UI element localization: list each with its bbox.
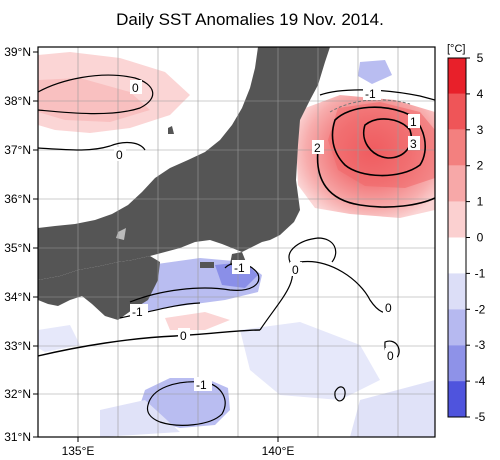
lon-label: 140°E [262, 444, 295, 458]
contour-label: 1 [410, 115, 417, 129]
contour-label: -1 [132, 305, 143, 319]
island [200, 262, 214, 268]
kii-shikoku-landmass [38, 256, 160, 320]
contour-0-south [38, 329, 261, 357]
colorbar-segment [448, 129, 466, 166]
colorbar-segment [448, 309, 466, 346]
colorbar-segment [448, 58, 466, 94]
lat-label: 38°N [4, 94, 31, 108]
colorbar-segment [448, 237, 466, 274]
contour-label: 3 [410, 137, 417, 151]
contour-label: 0 [292, 263, 299, 277]
contour-0-w [38, 141, 146, 151]
cool-patch-w [38, 325, 80, 352]
colorbar-tick-label: 4 [477, 87, 484, 101]
cool-patch-sw [100, 400, 180, 437]
colorbar-tick-label: -4 [475, 374, 486, 388]
colorbar-tick-label: -5 [475, 410, 486, 424]
contour-labels: 0 0 -1 1 2 3 -1 0 -1 0 0 0 -1 [114, 80, 420, 392]
warm-patch-south [165, 312, 230, 330]
contour-label: 0 [387, 349, 394, 363]
contour-label: -1 [365, 87, 376, 101]
contour-minus1-south [146, 381, 226, 426]
contour-label: 0 [385, 301, 392, 315]
contour-dashed-east [329, 99, 411, 113]
colorbar-tick-label: 1 [477, 195, 484, 209]
lat-label: 37°N [4, 143, 31, 157]
lat-label: 36°N [4, 192, 31, 206]
contour-0-kii [119, 302, 201, 319]
colorbar-segment [448, 165, 466, 202]
lake-biwa [116, 228, 126, 240]
contour-label: -1 [234, 261, 245, 275]
contour-label: 0 [180, 329, 187, 343]
warm-patch-nw-core [38, 78, 150, 122]
colorbar-tick-label: 5 [477, 51, 484, 65]
island [274, 196, 278, 206]
colorbar-tick-label: 3 [477, 123, 484, 137]
colorbar-tick-label: 0 [477, 231, 484, 245]
contour-0-small [334, 386, 346, 402]
lat-label: 31°N [4, 430, 31, 444]
contour-label: 0 [116, 148, 123, 162]
colorbar-segment [448, 93, 466, 130]
lon-label: 135°E [62, 444, 95, 458]
cool-patch-ne [358, 60, 392, 84]
plot-border [37, 46, 436, 438]
contour-label: 0 [132, 81, 139, 95]
map-title: Daily SST Anomalies 19 Nov. 2014. [116, 10, 384, 29]
contour-3 [363, 118, 412, 159]
lat-label: 32°N [4, 387, 31, 401]
lat-label: 39°N [4, 45, 31, 59]
colorbar-tick-label: 2 [477, 159, 484, 173]
colorbar-segment [448, 273, 466, 310]
contour-0-nw [38, 74, 154, 115]
contour-label: -1 [196, 378, 207, 392]
honshu-landmass [38, 47, 330, 280]
colorbar: [°C] 5 4 3 2 1 0 -1 -2 -3 -4 -5 [447, 43, 486, 424]
grid-lines [38, 47, 435, 437]
colorbar-segment [448, 345, 466, 382]
colorbar-unit: [°C] [447, 43, 465, 55]
lat-label: 33°N [4, 339, 31, 353]
colorbar-segment [448, 381, 466, 417]
contour-1-east [331, 106, 426, 177]
colorbar-tick-label: -1 [475, 266, 486, 280]
colorbar-segment [448, 201, 466, 238]
sado-island [168, 126, 174, 134]
contour-0-center [259, 237, 337, 331]
contour-2 [316, 149, 435, 208]
lat-label: 34°N [4, 290, 31, 304]
longitude-axis: 135°E 140°E [62, 437, 295, 458]
contour-label: 2 [314, 141, 321, 155]
colorbar-tick-label: -3 [475, 338, 486, 352]
colorbar-tick-label: -2 [475, 302, 486, 316]
latitude-axis: 39°N 38°N 37°N 36°N 35°N 34°N 33°N 32°N … [4, 45, 38, 444]
cool-patch-center [240, 322, 380, 400]
lat-label: 35°N [4, 241, 31, 255]
